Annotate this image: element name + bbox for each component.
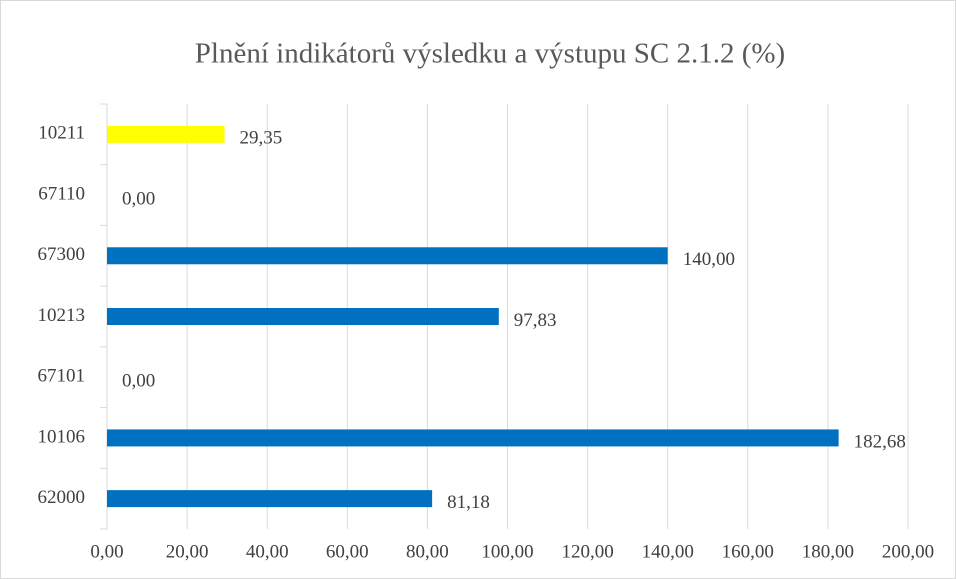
y-tick-label: 67300: [38, 244, 86, 265]
y-tick-label: 62000: [38, 487, 86, 508]
bar: [107, 429, 839, 447]
data-label: 29,35: [240, 128, 283, 149]
data-label: 97,83: [514, 310, 557, 331]
x-tick-label: 40,00: [246, 541, 289, 562]
data-label: 0,00: [122, 371, 155, 392]
x-tick-label: 120,00: [561, 541, 613, 562]
x-tick-label: 100,00: [481, 541, 533, 562]
x-tick-label: 160,00: [722, 541, 774, 562]
chart-title: Plnění indikátorů výsledku a výstupu SC …: [195, 38, 785, 70]
y-tick-label: 10211: [38, 123, 85, 144]
x-tick-label: 180,00: [802, 541, 854, 562]
data-label: 182,68: [854, 431, 906, 452]
y-tick-label: 10106: [38, 426, 86, 447]
y-tick-label: 67101: [38, 366, 86, 387]
x-tick-label: 200,00: [882, 541, 934, 562]
data-label: 81,18: [447, 492, 490, 513]
x-tick-label: 60,00: [326, 541, 369, 562]
x-tick-label: 0,00: [90, 541, 123, 562]
data-label: 0,00: [122, 188, 155, 209]
x-tick-label: 140,00: [642, 541, 694, 562]
y-tick-label: 67110: [38, 183, 85, 204]
x-tick-label: 80,00: [406, 541, 449, 562]
bar: [107, 308, 499, 325]
data-label: 140,00: [683, 249, 735, 270]
bar: [107, 125, 225, 143]
y-tick-label: 10213: [38, 305, 86, 326]
x-tick-label: 20,00: [166, 541, 209, 562]
bar: [107, 490, 433, 508]
bar: [107, 247, 668, 265]
